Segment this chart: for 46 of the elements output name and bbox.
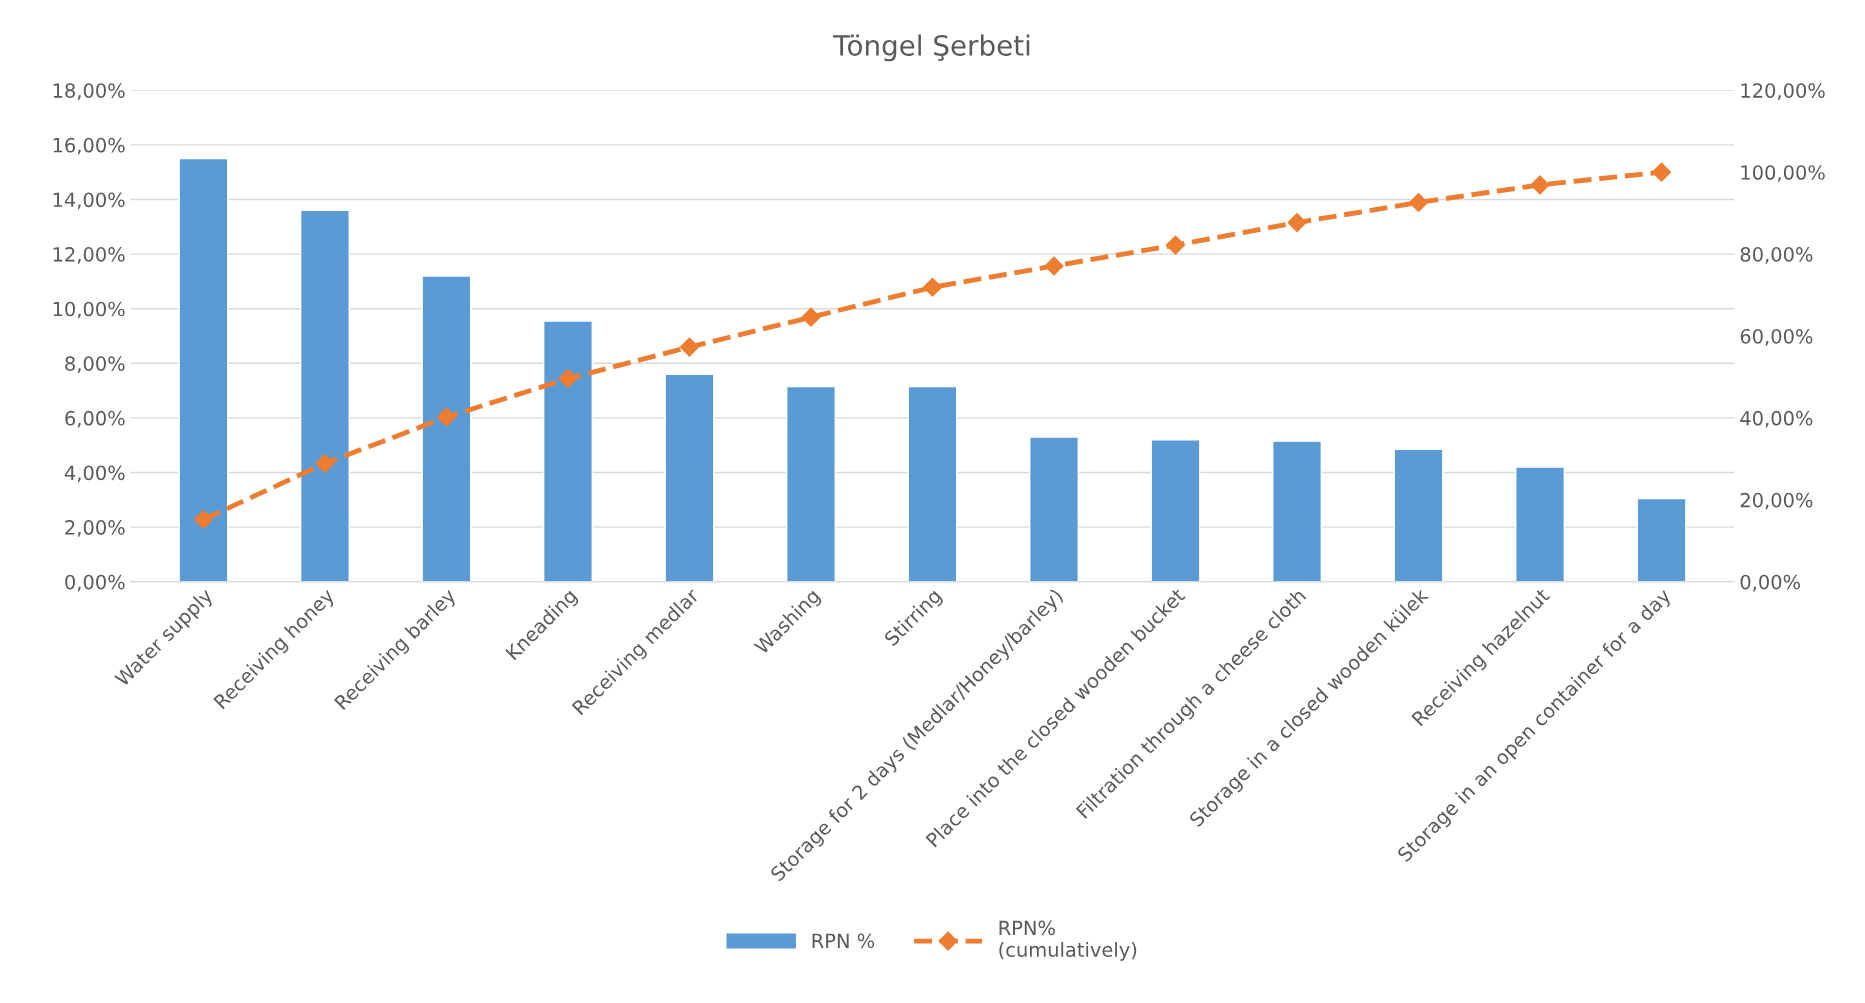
- bar: [664, 373, 715, 582]
- y-tick-label: 2,00%: [65, 520, 125, 537]
- point: [1652, 162, 1672, 182]
- y2-tick-label: 100,00%: [1741, 165, 1825, 182]
- y-tick-label: 6,00%: [65, 410, 125, 428]
- y2-tick-label: 120,00%: [1741, 83, 1825, 100]
- point: [679, 337, 700, 357]
- point: [1287, 213, 1307, 233]
- legend-label: RPN %: [812, 933, 875, 949]
- point: [436, 407, 457, 427]
- y-tick-label: 14,00%: [53, 192, 125, 210]
- point: [801, 307, 821, 327]
- point: [1530, 175, 1550, 195]
- bar: [542, 320, 593, 582]
- point: [315, 453, 335, 473]
- bar: [421, 275, 472, 582]
- bar: [1272, 440, 1323, 582]
- bar: [299, 209, 350, 582]
- point: [922, 277, 943, 297]
- bar: [907, 385, 958, 582]
- point: [1044, 256, 1064, 276]
- y-tick-label: 0,00%: [65, 574, 125, 592]
- bar: [785, 385, 836, 582]
- y-tick-label: 18,00%: [53, 83, 125, 100]
- legend-label: RPN% (cumulatively): [999, 920, 1137, 961]
- y2-tick-label: 60,00%: [1740, 328, 1813, 346]
- bar: [1150, 439, 1201, 582]
- y2-tick-label: 20,00%: [1740, 492, 1813, 510]
- y-tick-label: 8,00%: [65, 356, 125, 373]
- bar: [1029, 436, 1080, 582]
- point: [1165, 235, 1186, 255]
- bar: [1515, 466, 1566, 582]
- y2-tick-label: 80,00%: [1740, 247, 1813, 264]
- bar: [1393, 448, 1444, 582]
- y2-tick-label: 0,00%: [1740, 574, 1801, 592]
- point: [1408, 192, 1429, 213]
- bar: [178, 157, 229, 582]
- chart-title: Töngel Şerbeti: [833, 34, 1030, 62]
- y2-tick-label: 40,00%: [1740, 410, 1813, 428]
- point: [193, 509, 213, 530]
- y-tick-label: 12,00%: [53, 247, 125, 264]
- y-tick-label: 16,00%: [53, 137, 125, 155]
- bar: [1636, 497, 1687, 582]
- y-tick-label: 10,00%: [53, 301, 125, 319]
- point: [558, 369, 578, 389]
- y-tick-label: 4,00%: [64, 465, 125, 483]
